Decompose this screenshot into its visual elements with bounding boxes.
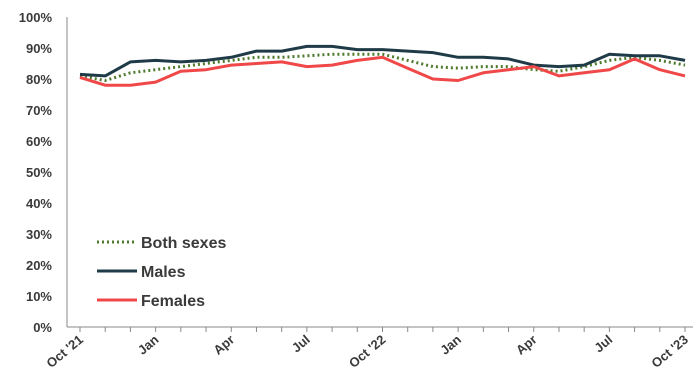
legend: Both sexes Males Females [97, 235, 226, 310]
y-tick-label: 20% [26, 258, 52, 273]
x-tick-label: Oct '23 [648, 332, 690, 371]
y-tick-label: 30% [26, 227, 52, 242]
x-axis-ticks: Oct '21 Jan Apr Jul Oct '22 Jan Apr Jul Oct '23 [43, 332, 690, 371]
x-tick-label: Jan [135, 332, 162, 358]
y-tick-label: 50% [26, 165, 52, 180]
series-line-2 [79, 55, 686, 87]
x-tick-label: Oct '21 [43, 332, 85, 371]
y-tick-label: 40% [26, 196, 52, 211]
y-tick-label: 60% [26, 134, 52, 149]
legend-label: Females [141, 293, 205, 310]
series-line-0 [79, 52, 686, 82]
y-axis-ticks: 0% 10% 20% 30% 40% 50% 60% 70% 80% 90% 100% [19, 10, 53, 335]
axes [66, 17, 693, 332]
y-tick-label: 0% [33, 320, 52, 335]
x-tick-label: Apr [210, 332, 237, 358]
x-tick-label: Jul [591, 332, 615, 356]
y-tick-label: 80% [26, 72, 52, 87]
legend-label: Males [141, 264, 186, 281]
x-tick-label: Oct '22 [346, 332, 388, 371]
x-tick-label: Apr [513, 332, 540, 358]
y-tick-label: 70% [26, 103, 52, 118]
legend-label: Both sexes [141, 235, 226, 252]
x-tick-label: Jan [437, 332, 464, 358]
y-tick-label: 90% [26, 41, 52, 56]
series-lines [79, 44, 686, 87]
y-tick-label: 100% [19, 10, 53, 25]
y-tick-label: 10% [26, 289, 52, 304]
x-tick-label: Jul [289, 332, 313, 356]
series-line-1 [79, 44, 686, 78]
